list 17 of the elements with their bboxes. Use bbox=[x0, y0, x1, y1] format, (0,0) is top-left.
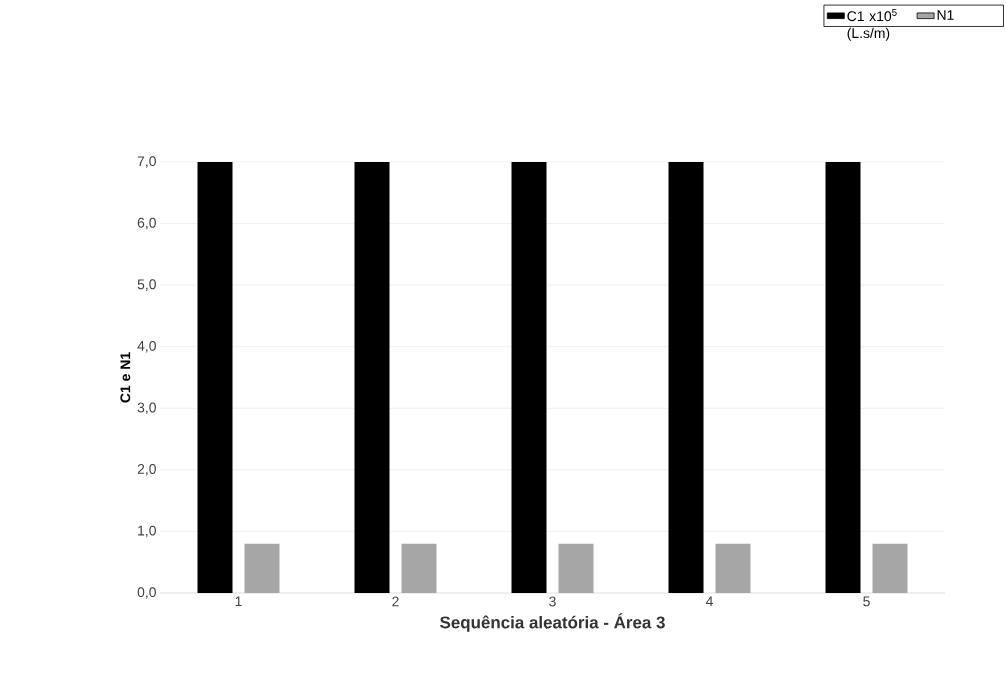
y-tick-label: 5,0 bbox=[137, 279, 156, 291]
x-tick-label: 5 bbox=[863, 596, 870, 607]
y-tick-label: 2,0 bbox=[137, 464, 156, 476]
x-tick-label: 2 bbox=[392, 596, 399, 607]
x-tick-label: 4 bbox=[705, 596, 713, 607]
y-tick-label: 3,0 bbox=[137, 402, 156, 415]
x-tick-label: 3 bbox=[549, 596, 556, 607]
y-tick-label: 4,0 bbox=[137, 340, 156, 353]
x-axis-title: Sequência aleatória - Área 3 bbox=[440, 613, 665, 632]
x-tick-label: 1 bbox=[235, 596, 242, 607]
y-tick-label: 7,0 bbox=[137, 156, 156, 168]
text: C1 x10$^{5}$ (L.s/m) bbox=[847, 9, 897, 41]
y-tick-label: 0,0 bbox=[137, 587, 156, 599]
y-tick-label: 1,0 bbox=[138, 525, 156, 538]
legend-label: N1 bbox=[937, 10, 954, 20]
y-axis-title: C1 e N1 bbox=[120, 352, 131, 403]
y-tick-label: 6,0 bbox=[137, 217, 156, 230]
